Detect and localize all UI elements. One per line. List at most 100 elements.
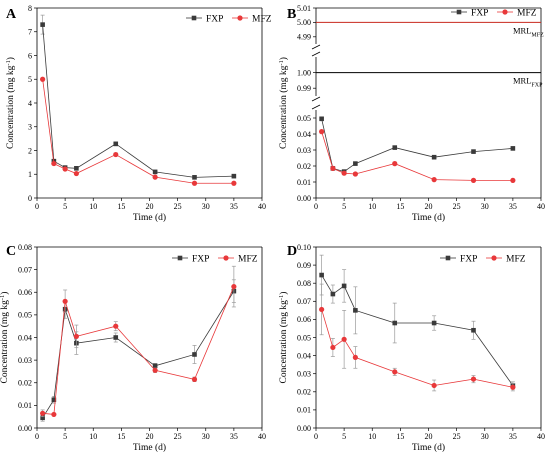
marker-MFZ-2	[341, 170, 347, 176]
y-tick-label: 0.08	[18, 243, 32, 252]
marker-MFZ-legend	[223, 255, 229, 261]
marker-FXP-5	[431, 320, 437, 326]
y-tick-label: 0.02	[297, 162, 311, 171]
x-tick-label: 10	[89, 432, 97, 441]
y-tick-label: 0.07	[297, 297, 311, 306]
marker-FXP-4	[392, 320, 398, 326]
marker-FXP-2	[341, 283, 347, 289]
marker-FXP-6	[471, 149, 476, 154]
x-tick-label: 20	[146, 202, 154, 211]
x-tick-label: 25	[174, 432, 182, 441]
y-tick-label: 0.07	[18, 265, 32, 274]
marker-MFZ-6	[470, 376, 477, 382]
x-tick-label: 5	[342, 432, 346, 441]
x-tick-label: 15	[117, 202, 125, 211]
x-tick-label: 15	[117, 432, 125, 441]
series-line-MFZ	[321, 309, 513, 388]
panel-letter: D	[287, 244, 297, 259]
x-tick-label: 15	[396, 202, 404, 211]
marker-MFZ-1	[330, 165, 336, 171]
marker-MFZ-legend	[237, 15, 243, 21]
y-tick-label: 0.00	[18, 424, 32, 433]
marker-FXP-6	[471, 327, 476, 333]
marker-FXP-7	[510, 146, 516, 151]
y-tick-label: 0.03	[297, 146, 311, 155]
legend: FXP MFZ	[440, 255, 526, 265]
x-tick-label: 5	[342, 202, 346, 211]
x-tick-label: 35	[509, 432, 517, 441]
series-FXP	[40, 14, 237, 180]
marker-FXP-legend	[177, 255, 183, 261]
y-tick-label: 0.06	[297, 315, 311, 324]
marker-MFZ-4	[392, 369, 398, 375]
x-tick-label: 0	[35, 202, 39, 211]
y-axis-title: Concentration (mg kg-1)	[278, 57, 290, 149]
x-tick-label: 0	[314, 432, 318, 441]
marker-MFZ-4	[113, 323, 119, 329]
marker-MFZ-0	[40, 76, 46, 82]
x-tick-label: 0	[35, 432, 39, 441]
y-tick-label: 0.00	[297, 424, 311, 433]
marker-FXP-5	[152, 363, 158, 369]
x-tick-label: 25	[174, 202, 182, 211]
y-tick-label: 0.01	[18, 401, 32, 410]
legend-label-MFZ: MFZ	[238, 255, 258, 265]
marker-MFZ-5	[431, 177, 437, 183]
marker-FXP-1	[330, 291, 336, 297]
series-FXP	[319, 254, 516, 390]
y-tick-label: 5.00	[297, 18, 311, 27]
marker-MFZ-3	[73, 333, 79, 339]
marker-MFZ-6	[470, 177, 477, 183]
y-tick-label: 1.00	[297, 68, 311, 77]
panel-letter: C	[6, 244, 16, 259]
legend: FXP MFZ	[451, 9, 537, 19]
marker-MFZ-1	[51, 411, 57, 418]
legend-label-FXP: FXP	[206, 15, 223, 25]
legend-label-MFZ: MFZ	[517, 9, 537, 19]
marker-MFZ-3	[352, 354, 358, 361]
marker-FXP-legend	[456, 9, 462, 15]
y-tick-label: 0.04	[297, 130, 311, 139]
x-tick-label: 10	[368, 202, 376, 211]
y-tick-label: 0.08	[297, 279, 311, 288]
legend: FXP MFZ	[172, 255, 258, 265]
marker-FXP-3	[353, 161, 358, 166]
x-axis-title: Time (d)	[412, 212, 445, 223]
y-tick-label: 0.05	[297, 333, 311, 342]
y-tick-label: 0.99	[297, 84, 311, 93]
y-tick-label: 5.01	[297, 4, 311, 13]
marker-MFZ-4	[392, 161, 398, 167]
marker-FXP-6	[192, 352, 197, 357]
x-axis-title: Time (d)	[133, 212, 166, 223]
legend-label-MFZ: MFZ	[506, 255, 526, 265]
axis-break-mark	[311, 51, 321, 57]
x-tick-label: 40	[258, 202, 266, 211]
marker-FXP-0	[40, 22, 45, 27]
marker-MFZ-legend	[491, 255, 497, 261]
marker-MFZ-2	[62, 298, 68, 304]
marker-MFZ-3	[352, 171, 358, 177]
marker-MFZ-7	[510, 384, 516, 390]
axis-break-mark	[311, 96, 321, 102]
marker-MFZ-7	[510, 177, 516, 183]
marker-MFZ-0	[319, 129, 325, 135]
x-axis-title: Time (d)	[412, 442, 445, 453]
x-tick-label: 15	[396, 432, 404, 441]
y-tick-label: 2	[28, 146, 32, 155]
y-tick-label: 0.05	[18, 311, 32, 320]
series-line-FXP	[42, 24, 234, 178]
axis-break-mark	[311, 44, 321, 50]
series-MFZ	[319, 283, 516, 392]
x-tick-label: 40	[537, 432, 545, 441]
y-tick-label: 0.04	[297, 351, 311, 360]
x-tick-label: 30	[202, 202, 210, 211]
legend-label-FXP: FXP	[471, 9, 488, 19]
marker-MFZ-5	[152, 367, 158, 373]
panel-B: 4.99 5.00 5.01 0.99 1.00 0.00 0.01 0.02 0.03 0.04…	[278, 4, 546, 223]
series-line-MFZ	[42, 286, 235, 415]
legend-label-FXP: FXP	[192, 255, 209, 265]
y-tick-label: 6	[28, 51, 32, 60]
panel-A: 0 1 2 3 4 5 6 7 8 0 5 10 15 20 25 30 35 40 Time (d) Concent…	[5, 4, 272, 223]
x-tick-label: 35	[509, 202, 517, 211]
marker-MFZ-legend	[502, 9, 508, 15]
